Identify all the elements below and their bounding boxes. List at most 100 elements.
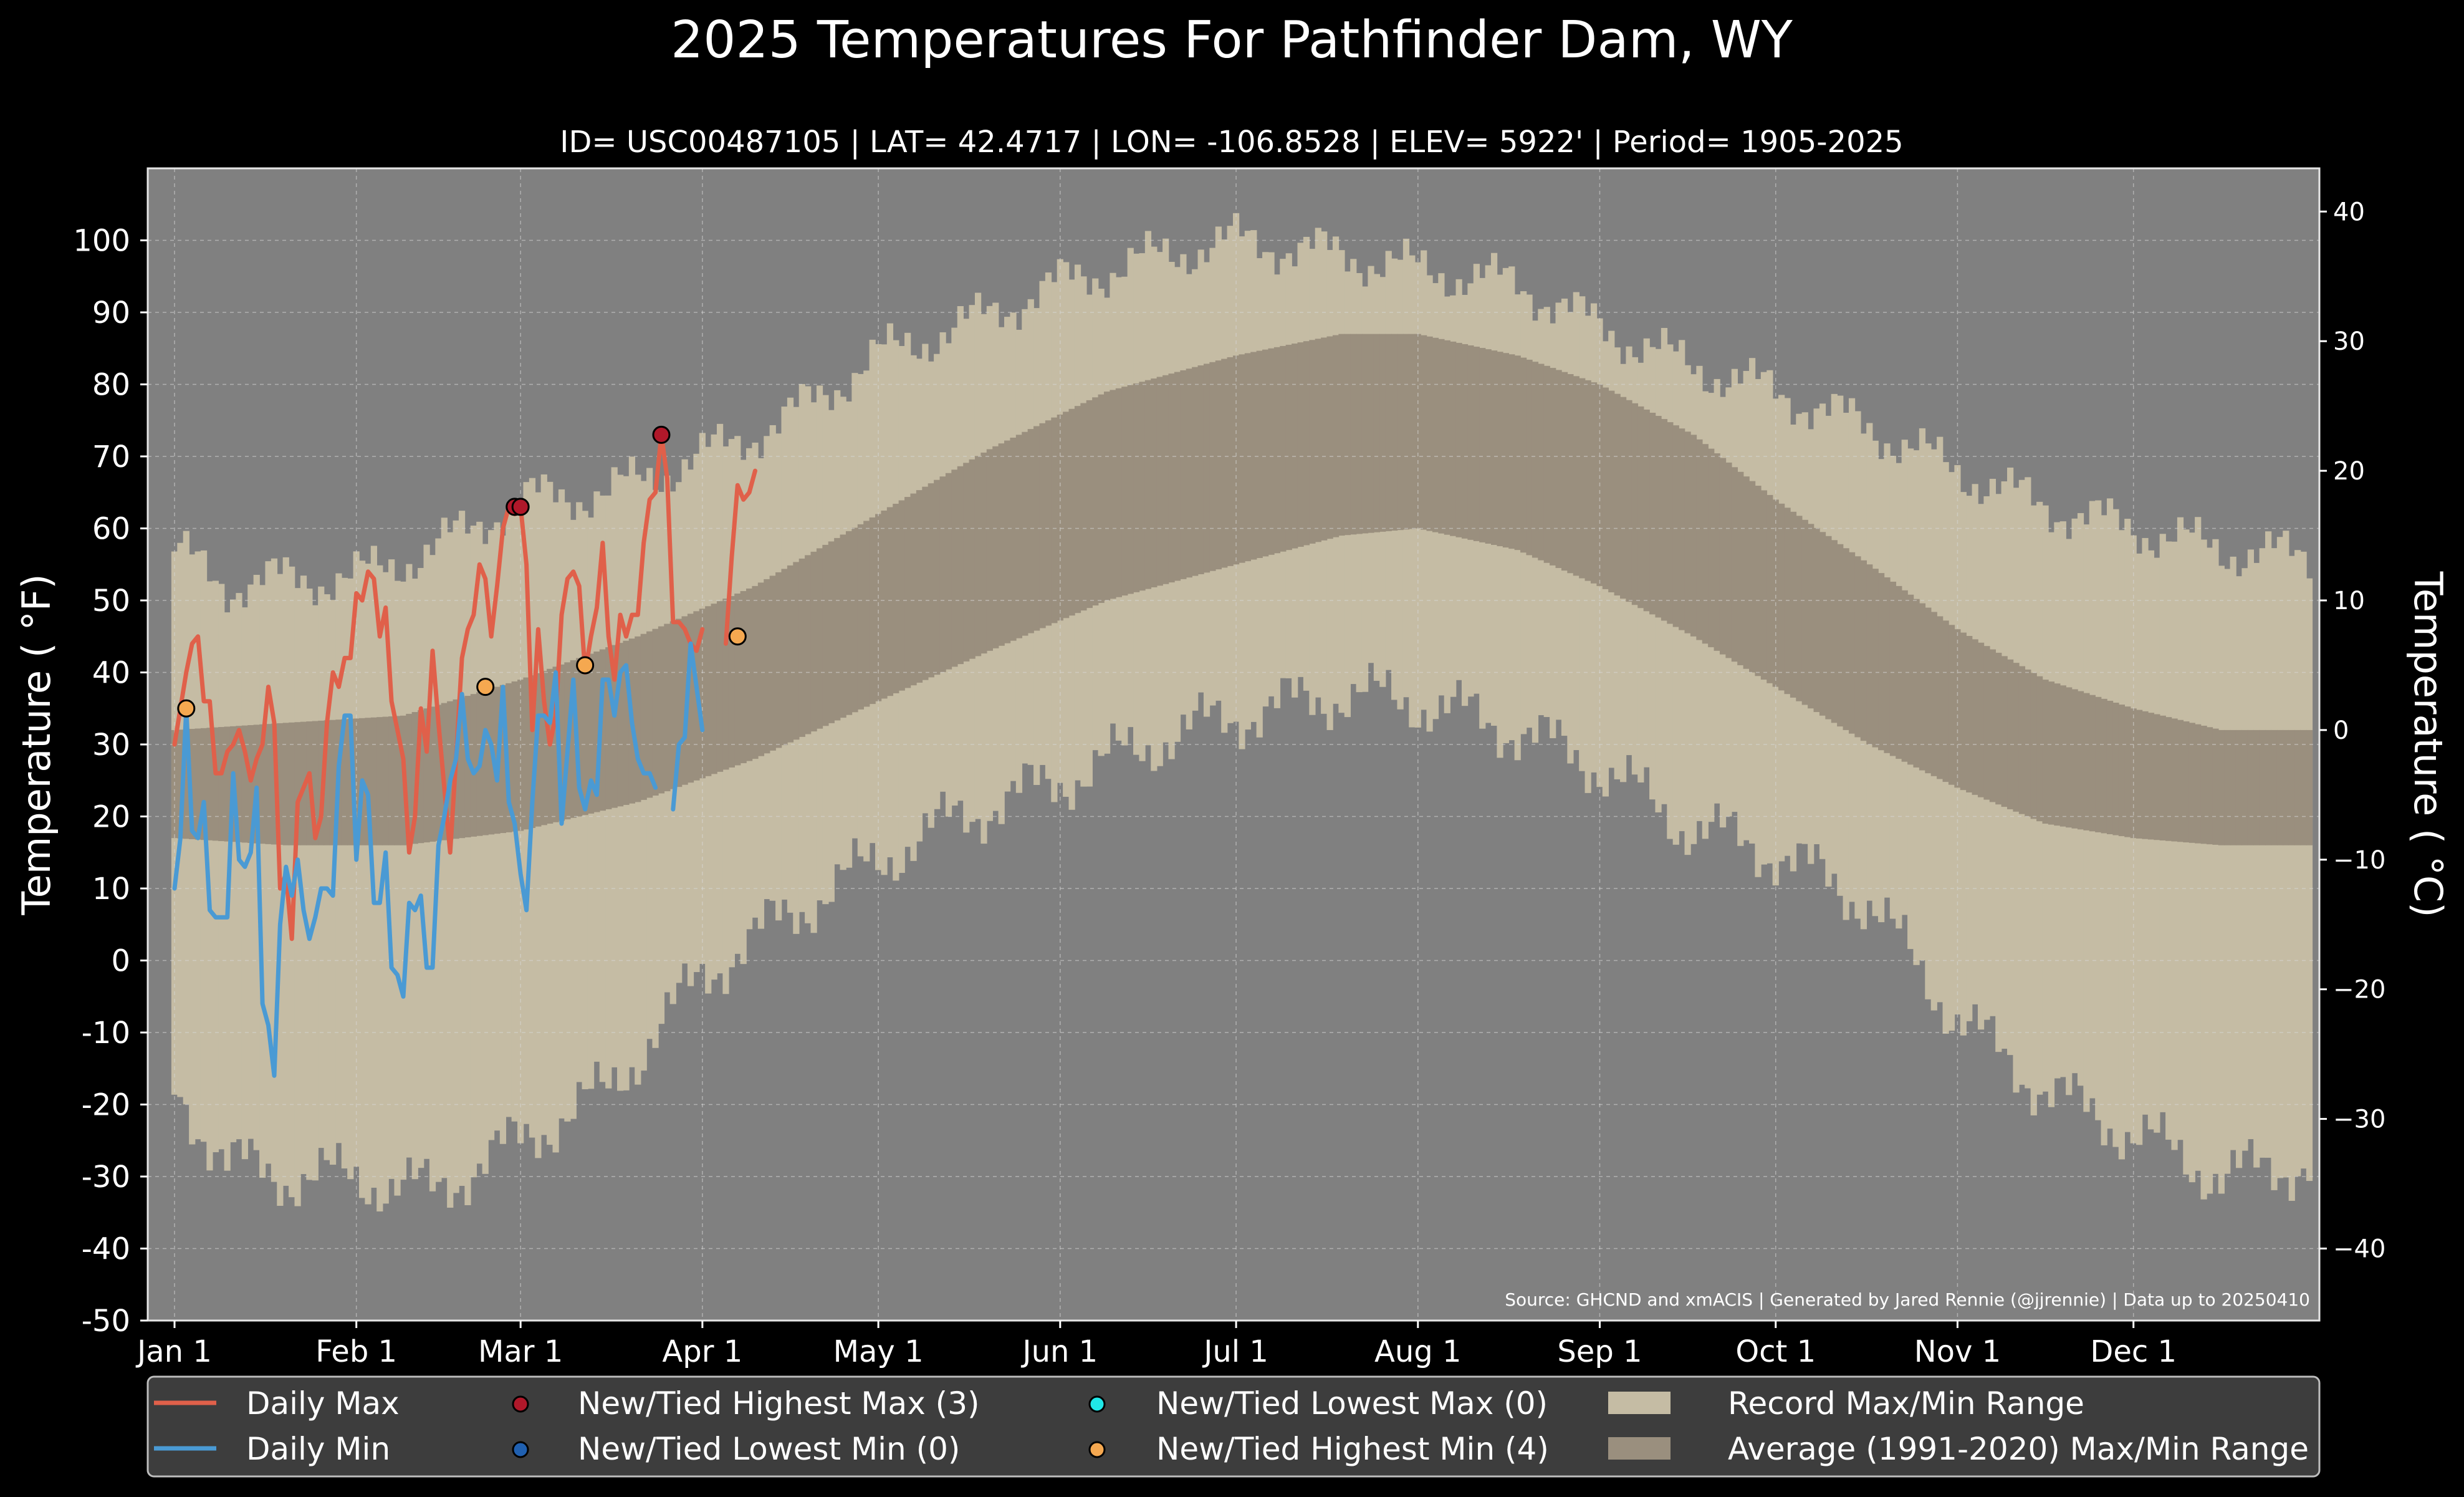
average-range-bar — [1860, 560, 1867, 741]
average-range-bar — [687, 614, 694, 783]
average-range-bar — [1004, 440, 1011, 643]
x-tick-label: Jun 1 — [1020, 1334, 1098, 1369]
average-range-bar — [236, 726, 242, 842]
average-range-bar — [1292, 344, 1298, 549]
y-tick-label: 30 — [92, 728, 130, 763]
y-tick-label: 80 — [92, 368, 130, 403]
record-range-bar — [2200, 539, 2207, 1200]
average-range-bar — [1402, 334, 1410, 530]
y-tick-label: -40 — [82, 1232, 130, 1267]
average-range-bar — [1027, 429, 1034, 633]
record-range-bar — [318, 586, 325, 1148]
record-range-bar — [2235, 576, 2243, 1168]
average-range-bar — [640, 633, 647, 800]
record-range-bar — [2271, 548, 2278, 1190]
record-range-bar — [2154, 557, 2160, 1133]
y-right-tick-label: −40 — [2333, 1235, 2385, 1264]
x-tick-label: Apr 1 — [662, 1334, 742, 1369]
record-range-bar — [2195, 517, 2202, 1171]
average-range-bar — [1473, 347, 1480, 541]
x-tick-label: Oct 1 — [1735, 1334, 1816, 1369]
y-tick-label: 90 — [92, 296, 130, 330]
average-range-bar — [1608, 390, 1615, 593]
average-range-bar — [1790, 511, 1797, 698]
average-range-bar — [1573, 376, 1580, 576]
average-range-bar — [2066, 687, 2073, 828]
average-range-bar — [757, 582, 765, 756]
average-range-bar — [241, 725, 249, 843]
average-range-bar — [886, 507, 894, 696]
legend: Daily Max Daily Min New/Tied Highest Max (… — [146, 1375, 2321, 1478]
average-range-bar — [429, 706, 436, 842]
average-range-bar — [658, 626, 665, 794]
record-range-bar — [247, 584, 254, 1139]
average-range-bar — [875, 514, 882, 701]
average-range-bar — [1010, 437, 1017, 641]
y-right-tick-label: 40 — [2333, 198, 2365, 226]
average-range-bar — [1526, 359, 1533, 556]
y-tick-label: 10 — [92, 872, 130, 907]
daily-max-line — [172, 432, 705, 941]
average-range-bar — [2036, 676, 2043, 822]
average-range-bar — [1344, 334, 1351, 536]
record-range-bar — [2224, 569, 2231, 1174]
average-range-bar — [1972, 639, 1978, 795]
y-axis-right-title: Temperature ( °C) — [2405, 571, 2451, 918]
average-range-bar — [189, 729, 196, 839]
average-range-bar — [1667, 422, 1674, 624]
average-range-bar — [1995, 652, 2002, 805]
average-range-bar — [1321, 337, 1328, 541]
record-range-bar — [365, 564, 372, 1205]
average-range-bar — [1878, 573, 1885, 751]
average-range-bar — [986, 449, 994, 651]
daily-min-line — [172, 663, 658, 1078]
source-note: Source: GHCND and xmACIS | Generated by … — [1505, 1289, 2310, 1310]
average-range-bar — [506, 683, 512, 832]
record-range-bar — [429, 555, 436, 1191]
average-range-bar — [1385, 334, 1392, 531]
average-range-bar — [1232, 355, 1240, 565]
average-range-bar — [1273, 347, 1281, 554]
record-range-bar — [2171, 541, 2178, 1150]
y-right-tick-label: −20 — [2333, 976, 2385, 1004]
average-range-bar — [1837, 544, 1844, 727]
average-range-bar — [2218, 729, 2225, 845]
average-range-bar — [810, 551, 817, 732]
record-range-bar — [2288, 556, 2295, 1201]
average-range-bar — [1884, 577, 1891, 753]
record-range-bar — [552, 502, 559, 1153]
average-range-bar — [529, 675, 536, 828]
average-range-bar — [1649, 412, 1656, 615]
average-range-bar — [1907, 594, 1914, 765]
new-highest-max-marker — [652, 425, 671, 444]
average-range-bar — [1872, 569, 1879, 748]
record-range-bar — [312, 605, 319, 1181]
average-range-bar — [558, 664, 565, 821]
average-range-bar — [1767, 494, 1773, 683]
average-range-bar — [1092, 397, 1099, 606]
average-range-bar — [623, 640, 630, 806]
average-range-bar — [1550, 368, 1556, 566]
legend-label: Daily Max — [246, 1385, 400, 1422]
average-range-bar — [1672, 425, 1679, 627]
average-range-bar — [681, 616, 688, 785]
average-range-bar — [1239, 354, 1245, 563]
record-range-bar — [294, 588, 301, 1206]
average-range-bar — [1825, 536, 1832, 720]
average-range-bar — [271, 723, 278, 845]
average-range-bar — [611, 645, 618, 808]
average-range-bar — [805, 555, 812, 734]
average-range-bar — [1444, 340, 1450, 535]
average-range-bar — [200, 728, 208, 840]
average-range-bar — [2259, 729, 2266, 845]
average-range-bar — [511, 681, 518, 832]
average-range-bar — [969, 459, 976, 659]
y-right-tick-label: 20 — [2333, 457, 2365, 486]
legend-label: Record Max/Min Range — [1728, 1385, 2084, 1422]
average-range-bar — [2054, 683, 2061, 826]
average-range-bar — [1151, 378, 1158, 587]
average-range-bar — [464, 696, 471, 837]
record-range-bar — [2300, 551, 2307, 1169]
average-range-bar — [2235, 729, 2243, 845]
average-range-bar — [764, 579, 770, 754]
